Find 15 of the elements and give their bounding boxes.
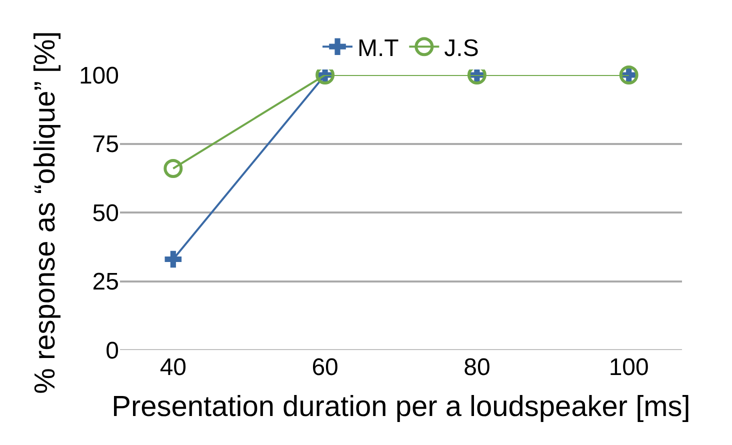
legend-label: J.S (444, 34, 479, 62)
y-tick-label: 75 (92, 131, 119, 158)
x-axis-title: Presentation duration per a loudspeaker [ms] (112, 390, 690, 423)
x-tick-label: 80 (464, 354, 490, 381)
point (164, 159, 183, 178)
y-tick-label: 0 (106, 337, 119, 364)
legend-label: M.T (358, 34, 400, 62)
y-tick-label: 100 (78, 62, 119, 90)
point (164, 250, 182, 268)
y-axis-title: % response as “oblique” [%] (29, 31, 62, 394)
x-tick-label: 40 (160, 354, 187, 381)
x-tick-label: 100 (608, 354, 649, 381)
y-tick-label: 25 (92, 268, 119, 296)
x-tick-label: 60 (312, 354, 338, 381)
y-tick-label: 50 (92, 200, 119, 227)
